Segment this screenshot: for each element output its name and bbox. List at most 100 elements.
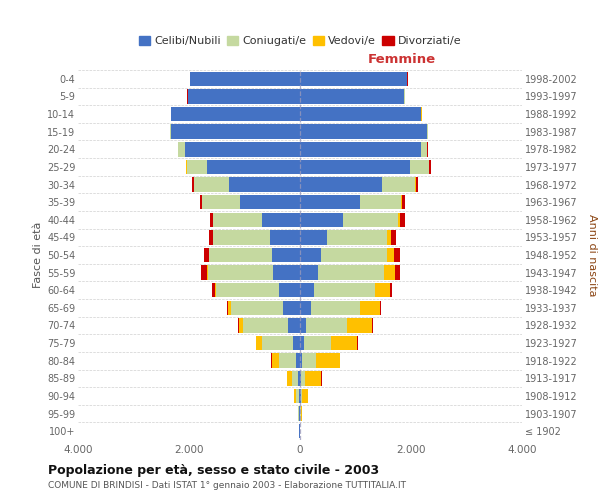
Bar	[238, 318, 239, 332]
Bar	[262, 212, 300, 227]
Bar	[298, 371, 300, 386]
Bar	[287, 371, 292, 386]
Bar	[293, 336, 300, 350]
Text: Popolazione per età, sesso e stato civile - 2003: Popolazione per età, sesso e stato civil…	[48, 464, 379, 477]
Bar	[239, 318, 244, 332]
Bar	[228, 300, 230, 315]
Bar	[212, 283, 215, 298]
Bar	[178, 142, 185, 156]
Bar	[326, 230, 387, 244]
Bar	[403, 195, 406, 210]
Bar	[227, 300, 228, 315]
Bar	[347, 318, 371, 332]
Bar	[306, 318, 347, 332]
Bar	[343, 212, 398, 227]
Bar	[400, 212, 404, 227]
Bar	[208, 266, 274, 280]
Bar	[302, 388, 308, 403]
Bar	[300, 178, 382, 192]
Bar	[187, 160, 207, 174]
Bar	[171, 107, 300, 122]
Bar	[301, 371, 305, 386]
Bar	[300, 124, 427, 139]
Bar	[380, 300, 381, 315]
Bar	[299, 406, 300, 421]
Bar	[371, 318, 373, 332]
Bar	[294, 388, 296, 403]
Bar	[279, 283, 300, 298]
Bar	[387, 230, 391, 244]
Text: Femmine: Femmine	[368, 54, 436, 66]
Bar	[321, 248, 387, 262]
Bar	[398, 212, 400, 227]
Bar	[296, 354, 300, 368]
Bar	[401, 195, 403, 210]
Bar	[170, 124, 171, 139]
Y-axis label: Anni di nascita: Anni di nascita	[587, 214, 597, 296]
Bar	[188, 89, 300, 104]
Bar	[207, 160, 300, 174]
Bar	[210, 212, 213, 227]
Bar	[274, 266, 300, 280]
Bar	[314, 283, 375, 298]
Bar	[300, 72, 407, 86]
Bar	[230, 300, 283, 315]
Bar	[301, 406, 302, 421]
Bar	[270, 230, 300, 244]
Bar	[298, 406, 299, 421]
Bar	[416, 178, 418, 192]
Bar	[427, 124, 428, 139]
Bar	[272, 248, 300, 262]
Bar	[300, 371, 301, 386]
Bar	[215, 283, 216, 298]
Bar	[391, 230, 396, 244]
Bar	[421, 142, 427, 156]
Text: COMUNE DI BRINDISI - Dati ISTAT 1° gennaio 2003 - Elaborazione TUTTITALIA.IT: COMUNE DI BRINDISI - Dati ISTAT 1° genna…	[48, 481, 406, 490]
Bar	[410, 160, 429, 174]
Bar	[331, 336, 357, 350]
Bar	[209, 248, 272, 262]
Bar	[429, 160, 431, 174]
Bar	[300, 107, 421, 122]
Bar	[185, 160, 187, 174]
Bar	[300, 160, 410, 174]
Bar	[300, 142, 421, 156]
Bar	[300, 300, 311, 315]
Bar	[201, 266, 207, 280]
Bar	[319, 266, 385, 280]
Bar	[296, 388, 299, 403]
Bar	[305, 371, 322, 386]
Bar	[316, 354, 340, 368]
Bar	[300, 195, 360, 210]
Bar	[192, 178, 194, 192]
Bar	[213, 230, 270, 244]
Bar	[385, 266, 395, 280]
Bar	[311, 300, 360, 315]
Bar	[171, 124, 300, 139]
Bar	[292, 371, 298, 386]
Bar	[300, 248, 321, 262]
Bar	[203, 248, 209, 262]
Y-axis label: Fasce di età: Fasce di età	[32, 222, 43, 288]
Bar	[300, 354, 302, 368]
Bar	[300, 89, 404, 104]
Bar	[262, 336, 293, 350]
Bar	[395, 266, 400, 280]
Bar	[299, 388, 300, 403]
Bar	[272, 354, 280, 368]
Bar	[300, 230, 326, 244]
Bar	[256, 336, 262, 350]
Bar	[185, 142, 300, 156]
Bar	[300, 212, 343, 227]
Bar	[360, 300, 380, 315]
Bar	[214, 212, 262, 227]
Bar	[394, 248, 400, 262]
Bar	[375, 283, 390, 298]
Bar	[300, 318, 306, 332]
Bar	[288, 318, 300, 332]
Bar	[382, 178, 415, 192]
Bar	[302, 354, 316, 368]
Bar	[360, 195, 401, 210]
Bar	[280, 354, 296, 368]
Bar	[240, 195, 300, 210]
